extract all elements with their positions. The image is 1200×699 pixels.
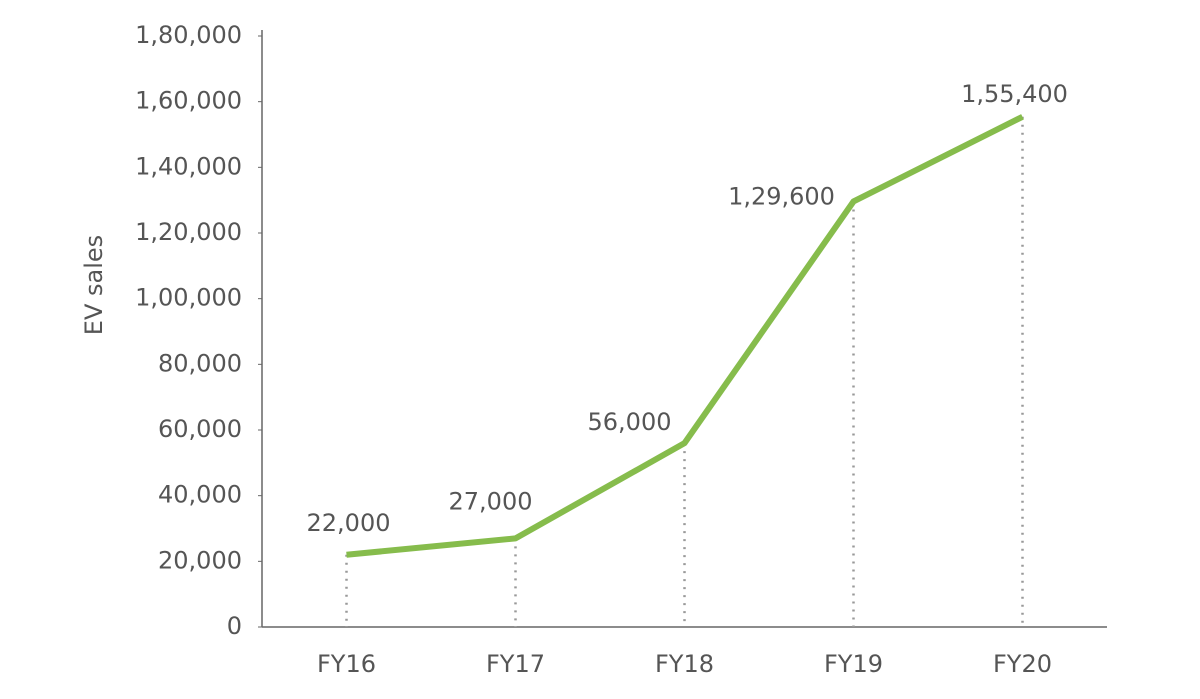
y-tick-label: 1,80,000 — [135, 21, 242, 49]
y-tick-label: 1,00,000 — [135, 284, 242, 312]
y-axis-label: EV sales — [80, 235, 108, 335]
x-tick-label: FY18 — [655, 650, 714, 678]
data-label: 1,29,600 — [728, 182, 835, 210]
y-tick-label: 60,000 — [158, 415, 242, 443]
y-tick-label: 1,40,000 — [135, 152, 242, 180]
x-tick-label: FY16 — [317, 650, 376, 678]
y-tick-label: 1,20,000 — [135, 218, 242, 246]
data-label: 27,000 — [449, 487, 533, 515]
y-tick-label: 0 — [227, 612, 242, 640]
x-tick-label: FY19 — [824, 650, 883, 678]
x-tick-label: FY17 — [486, 650, 545, 678]
y-tick-label: 20,000 — [158, 546, 242, 574]
y-tick-label: 40,000 — [158, 481, 242, 509]
data-label: 56,000 — [588, 408, 672, 436]
x-tick-label: FY20 — [993, 650, 1052, 678]
data-label: 1,55,400 — [961, 80, 1068, 108]
series-line — [346, 114, 1024, 558]
y-tick-label: 80,000 — [158, 349, 242, 377]
y-tick-label: 1,60,000 — [135, 87, 242, 115]
data-label: 22,000 — [307, 509, 391, 537]
